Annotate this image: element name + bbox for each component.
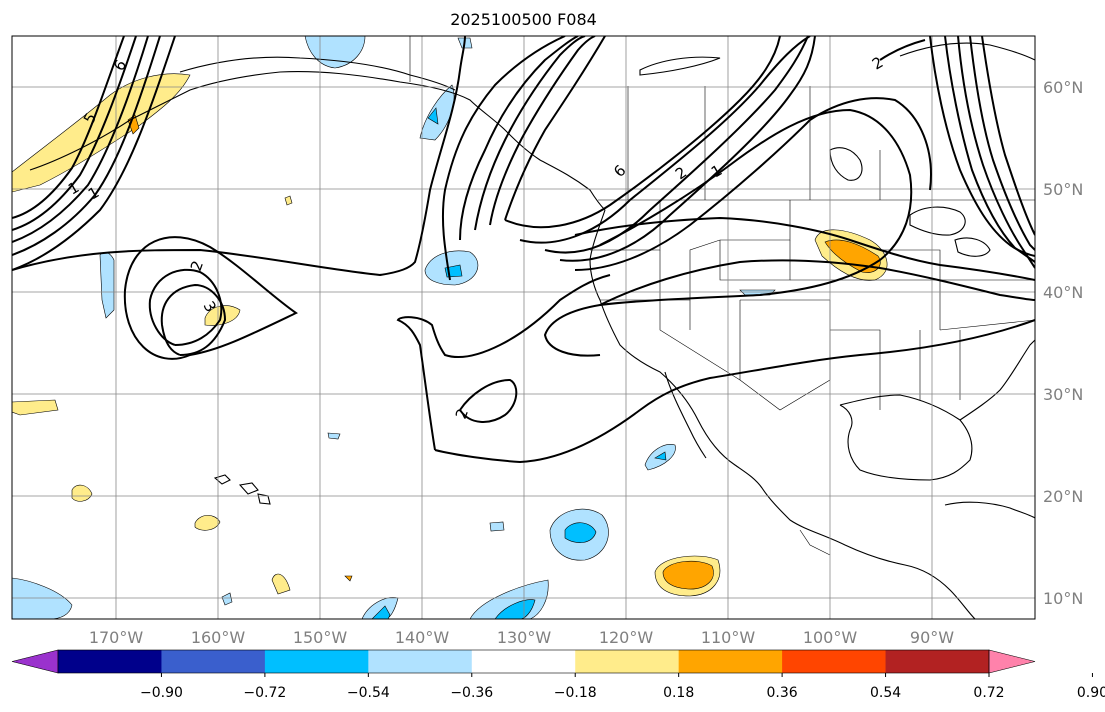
fill-positive-south1 [271, 573, 291, 595]
lon-label: 110°W [701, 628, 756, 647]
fill-positive-left [12, 399, 59, 416]
colorbar-tick-label: −0.18 [554, 685, 597, 701]
colorbar: −0.90 −0.72 −0.54 −0.36 −0.18 0.18 0.36 0.54 0.7… [11, 649, 1105, 701]
fill-positive-central [204, 305, 241, 326]
fill-positive-hawaii1 [71, 484, 93, 502]
lat-label: 10°N [1043, 589, 1083, 608]
colorbar-tick-label: 0.18 [663, 685, 694, 701]
fill-negative-gulf [419, 84, 455, 141]
colorbar-tick-label: 0.36 [767, 685, 798, 701]
colorbar-segment [575, 650, 680, 673]
fill-blue-south2 [494, 599, 536, 619]
fill-orange-south2 [662, 560, 714, 590]
colorbar-tick-label: −0.54 [347, 685, 390, 701]
map-area [12, 36, 1035, 619]
colorbar-segment [885, 650, 990, 673]
plot-title: 2025100500 F084 [450, 10, 597, 29]
colorbar-tick-label: 0.54 [870, 685, 901, 701]
longitude-labels: 170°W 160°W 150°W 140°W 130°W 120°W 110°… [89, 628, 954, 647]
lat-label: 60°N [1043, 78, 1083, 97]
colorbar-border [57, 649, 990, 674]
colorbar-segment [678, 650, 783, 673]
colorbar-extend-max [988, 649, 1036, 674]
colorbar-segment [782, 650, 887, 673]
fill-negative-small2 [489, 521, 505, 532]
lat-label: 30°N [1043, 385, 1083, 404]
fill-blue-south3 [371, 605, 391, 619]
lon-label: 140°W [395, 628, 450, 647]
lat-label: 20°N [1043, 487, 1083, 506]
colorbar-segment [58, 650, 162, 673]
colorbar-tick-label: 0.90 [1077, 685, 1105, 701]
lon-label: 170°W [89, 628, 144, 647]
colorbar-segment [368, 650, 473, 673]
fill-positive-hawaii2 [194, 515, 221, 531]
fill-positive-tiny2 [284, 195, 293, 206]
fill-negative-hawaii [327, 432, 341, 440]
lon-label: 100°W [803, 628, 858, 647]
fill-orange-midwest [824, 239, 881, 273]
fill-positive-tiny1 [344, 575, 353, 582]
colorbar-segment [471, 650, 576, 673]
colorbar-tick-label: 0.72 [973, 685, 1004, 701]
lon-label: 90°W [910, 628, 954, 647]
colorbar-extend-min [11, 649, 59, 674]
lon-label: 130°W [497, 628, 552, 647]
map-frame [11, 35, 1036, 620]
colorbar-segment [264, 650, 369, 673]
political-borders [409, 36, 1035, 556]
fill-blue-mexico [654, 451, 667, 461]
colorbar-segment [161, 650, 266, 673]
colorbar-tick-label: −0.90 [140, 685, 183, 701]
fill-blue-gulf [427, 107, 439, 125]
lon-label: 160°W [191, 628, 246, 647]
colorbar-tick-label: −0.36 [450, 685, 493, 701]
latitude-labels: 60°N 50°N 40°N 30°N 20°N 10°N [1043, 78, 1083, 608]
lat-label: 50°N [1043, 180, 1083, 199]
fill-blue-south1 [564, 522, 597, 543]
colorbar-tick-label: −0.72 [243, 685, 286, 701]
lat-label: 40°N [1043, 283, 1083, 302]
lon-label: 120°W [599, 628, 654, 647]
lon-label: 150°W [293, 628, 348, 647]
contours [12, 36, 1035, 464]
fill-negative-tiny3 [221, 592, 233, 606]
